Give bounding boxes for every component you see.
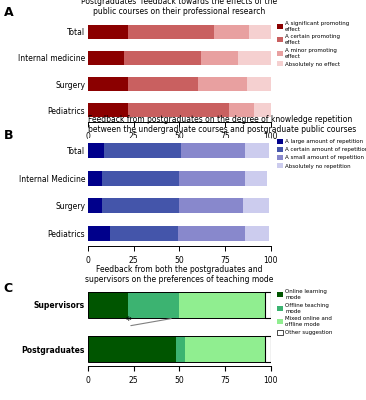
Bar (179, 292, 265, 318)
Bar (88, 51, 124, 65)
Bar (110, 226, 178, 241)
Bar (238, 51, 271, 65)
Bar (128, 77, 198, 91)
Bar (245, 143, 269, 158)
Bar (249, 25, 271, 39)
Bar (185, 336, 265, 362)
Text: A: A (4, 6, 13, 19)
Bar (243, 198, 269, 214)
Bar (198, 77, 247, 91)
Bar (179, 198, 243, 214)
Legend: Online learning
mode, Offline teaching
mode, Mixed online and
offline mode, Othe: Online learning mode, Offline teaching m… (277, 289, 332, 335)
Bar (88, 25, 128, 39)
Bar (128, 25, 214, 39)
Bar (88, 226, 110, 241)
Bar (102, 198, 179, 214)
Bar (178, 226, 245, 241)
Text: C: C (4, 282, 13, 295)
Bar (104, 143, 181, 158)
Bar (88, 103, 128, 117)
Bar (247, 77, 271, 91)
Bar (265, 336, 271, 362)
Bar (214, 25, 249, 39)
Bar (179, 170, 245, 186)
Bar (254, 103, 271, 117)
Legend: A large amount of repetition, A certain amount of repetition, A small amount of : A large amount of repetition, A certain … (277, 139, 366, 168)
Bar (245, 170, 267, 186)
Bar (265, 292, 271, 318)
Bar (128, 292, 179, 318)
Legend: A significant promoting
effect, A certain promoting
effect, A minor promoting
ef: A significant promoting effect, A certai… (277, 21, 349, 67)
Bar (102, 170, 179, 186)
Bar (124, 51, 201, 65)
Bar (88, 77, 128, 91)
Bar (201, 51, 238, 65)
Bar (229, 103, 254, 117)
Text: *: * (125, 316, 131, 326)
Bar (245, 226, 269, 241)
Text: Feedback from postgraduates on the degree of knowledge repetition
between the un: Feedback from postgraduates on the degre… (88, 115, 356, 134)
Text: B: B (4, 129, 13, 142)
Title: Feedback from both the postgraduates and
supervisors on the preferences of teach: Feedback from both the postgraduates and… (85, 265, 273, 284)
Bar (88, 143, 104, 158)
Bar (88, 336, 176, 362)
Bar (181, 143, 245, 158)
Bar (88, 292, 271, 318)
Title: Postgraduates' feedback towards the effects of the
public courses on their profe: Postgraduates' feedback towards the effe… (81, 0, 277, 16)
Bar (88, 170, 102, 186)
Bar (128, 103, 229, 117)
Bar (88, 292, 128, 318)
Bar (176, 336, 185, 362)
Bar (88, 336, 271, 362)
Bar (88, 198, 102, 214)
